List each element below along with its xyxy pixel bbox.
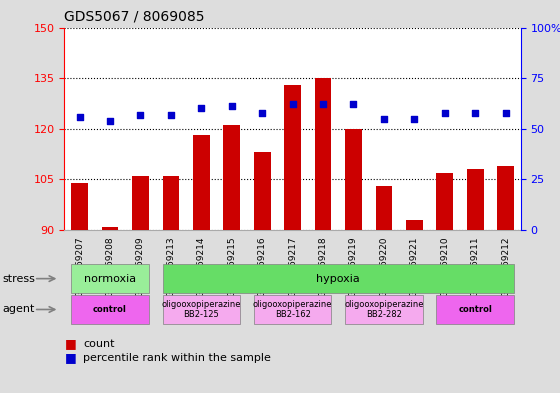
Bar [162, 176, 179, 230]
Bar [345, 129, 362, 230]
Text: oligooxopiperazine
BB2-162: oligooxopiperazine BB2-162 [253, 300, 332, 319]
Bar [436, 173, 453, 230]
Bar [102, 226, 118, 230]
Bar [71, 183, 88, 230]
Bar [467, 169, 483, 230]
Point [288, 101, 297, 108]
Bar [162, 295, 240, 324]
Bar [436, 295, 514, 324]
Text: hypoxia: hypoxia [316, 274, 360, 284]
Point [501, 109, 510, 116]
Text: percentile rank within the sample: percentile rank within the sample [83, 353, 270, 363]
Point [166, 111, 175, 118]
Bar [315, 78, 332, 230]
Text: GDS5067 / 8069085: GDS5067 / 8069085 [64, 10, 205, 24]
Bar [223, 125, 240, 230]
Text: oligooxopiperazine
BB2-282: oligooxopiperazine BB2-282 [344, 300, 423, 319]
Point [197, 105, 206, 112]
Bar [254, 295, 332, 324]
Text: control: control [458, 305, 492, 314]
Bar [71, 264, 149, 293]
Bar [497, 166, 514, 230]
Bar [132, 176, 149, 230]
Bar [193, 136, 209, 230]
Bar [345, 295, 423, 324]
Point [227, 103, 236, 110]
Point [349, 101, 358, 108]
Point [258, 109, 267, 116]
Bar [406, 220, 423, 230]
Point [105, 118, 115, 124]
Point [319, 101, 328, 108]
Text: normoxia: normoxia [84, 274, 136, 284]
Text: control: control [93, 305, 127, 314]
Bar [162, 264, 514, 293]
Bar [376, 186, 392, 230]
Bar [71, 295, 149, 324]
Text: stress: stress [3, 274, 36, 284]
Point [410, 116, 419, 122]
Bar [284, 85, 301, 230]
Point [75, 114, 84, 120]
Text: ■: ■ [64, 351, 76, 364]
Point [136, 111, 145, 118]
Point [440, 109, 449, 116]
Text: count: count [83, 339, 114, 349]
Point [470, 109, 479, 116]
Text: agent: agent [3, 305, 35, 314]
Text: oligooxopiperazine
BB2-125: oligooxopiperazine BB2-125 [162, 300, 241, 319]
Point [380, 116, 389, 122]
Bar [254, 152, 270, 230]
Text: ■: ■ [64, 337, 76, 351]
